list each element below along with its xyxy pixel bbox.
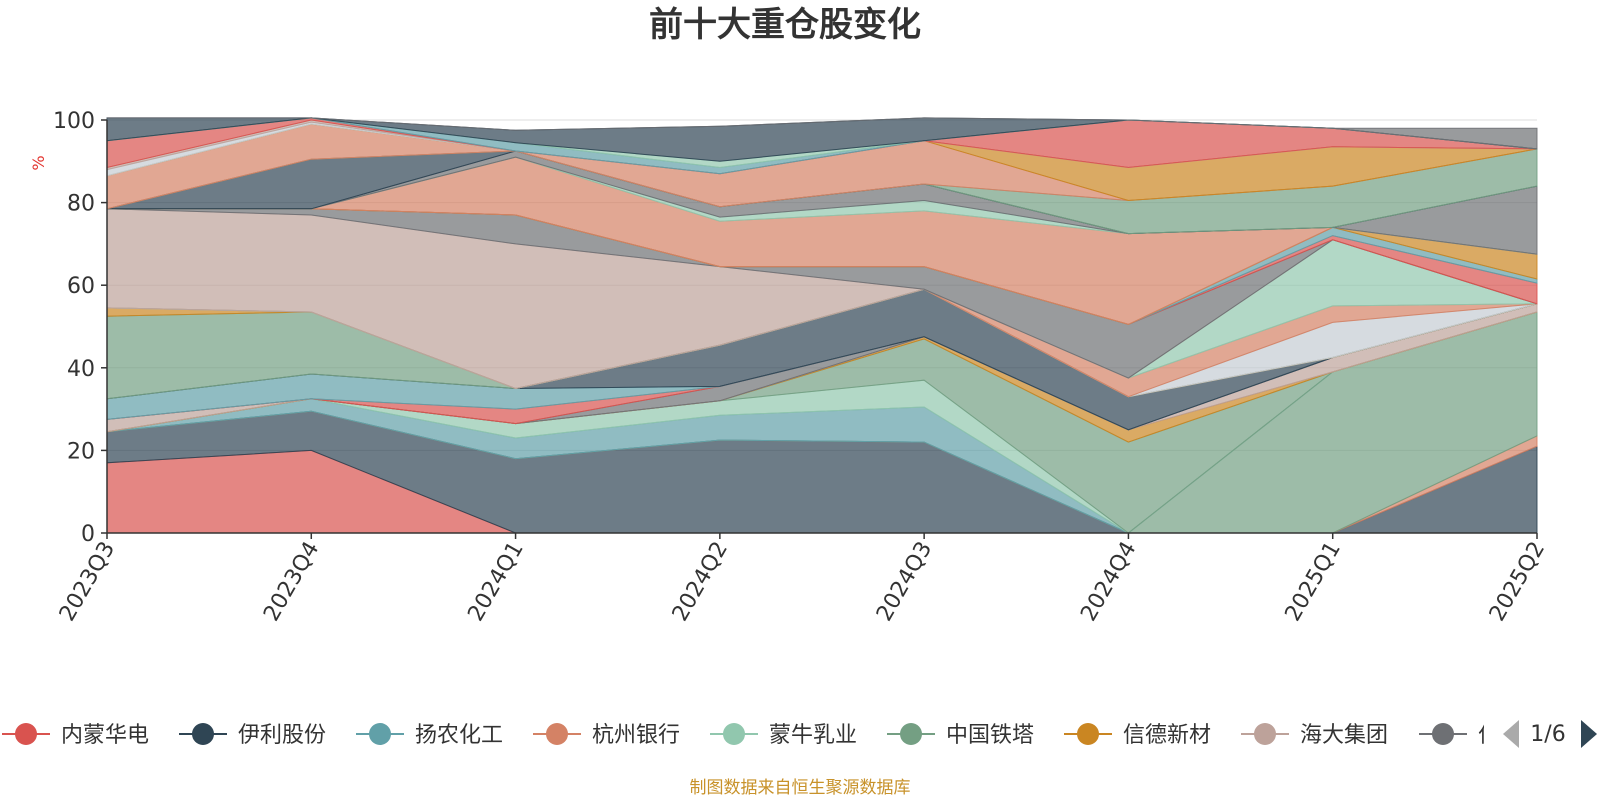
legend-page-indicator: 1/6 — [1530, 722, 1565, 747]
x-tick-label: 2023Q4 — [259, 538, 324, 626]
legend-item-label: 中国铁塔 — [946, 723, 1034, 748]
y-tick-label: 60 — [67, 274, 95, 299]
x-tick-label: 2025Q1 — [1281, 538, 1346, 626]
chart-title: 前十大重仓股变化 — [649, 5, 921, 45]
legend: 内蒙华电 伊利股份 扬农化工 杭州银行 蒙牛乳业 中国铁塔 信德新材 海大集团 仁 — [2, 723, 1500, 748]
legend-item-truncated[interactable]: 仁 — [1419, 723, 1500, 748]
data-source-note: 制图数据来自恒生聚源数据库 — [690, 778, 911, 798]
legend-pager: 1/6 — [1503, 720, 1597, 748]
legend-item-label: 内蒙华电 — [61, 723, 149, 748]
area-series-仁[interactable] — [107, 117, 1538, 150]
x-tick-label: 2024Q4 — [1076, 538, 1141, 626]
x-tick-label: 2023Q3 — [55, 538, 120, 626]
legend-item-label: 信德新材 — [1123, 723, 1211, 748]
legend-item-伊利股份[interactable]: 伊利股份 — [179, 723, 326, 748]
legend-item-信德新材[interactable]: 信德新材 — [1064, 723, 1211, 748]
legend-item-label: 杭州银行 — [592, 723, 680, 748]
legend-item-label: 蒙牛乳业 — [769, 723, 857, 748]
y-tick-label: 100 — [53, 109, 95, 134]
y-tick-label: 40 — [67, 357, 95, 382]
y-tick-label: 0 — [81, 522, 95, 547]
legend-item-label: 海大集团 — [1300, 723, 1388, 748]
x-tick-label: 2024Q2 — [668, 538, 733, 626]
x-tick-label: 2024Q3 — [872, 538, 937, 626]
legend-item-label: 仁 — [1478, 723, 1500, 748]
legend-item-中国铁塔[interactable]: 中国铁塔 — [887, 723, 1034, 748]
y-tick-label: 80 — [67, 192, 95, 217]
legend-item-label: 扬农化工 — [415, 723, 503, 748]
y-tick-label: 20 — [67, 439, 95, 464]
area-series-layer — [106, 117, 1538, 534]
legend-item-海大集团[interactable]: 海大集团 — [1241, 723, 1388, 748]
legend-item-蒙牛乳业[interactable]: 蒙牛乳业 — [710, 723, 857, 748]
legend-item-杭州银行[interactable]: 杭州银行 — [533, 723, 680, 748]
legend-item-label: 伊利股份 — [238, 723, 326, 748]
legend-next-arrow[interactable] — [1581, 720, 1597, 748]
legend-item-内蒙华电[interactable]: 内蒙华电 — [2, 723, 149, 748]
legend-item-扬农化工[interactable]: 扬农化工 — [356, 723, 503, 748]
legend-prev-arrow[interactable] — [1503, 720, 1519, 748]
x-tick-label: 2024Q1 — [463, 538, 528, 626]
x-tick-label: 2025Q2 — [1485, 538, 1550, 626]
y-axis-unit: % — [29, 155, 48, 170]
